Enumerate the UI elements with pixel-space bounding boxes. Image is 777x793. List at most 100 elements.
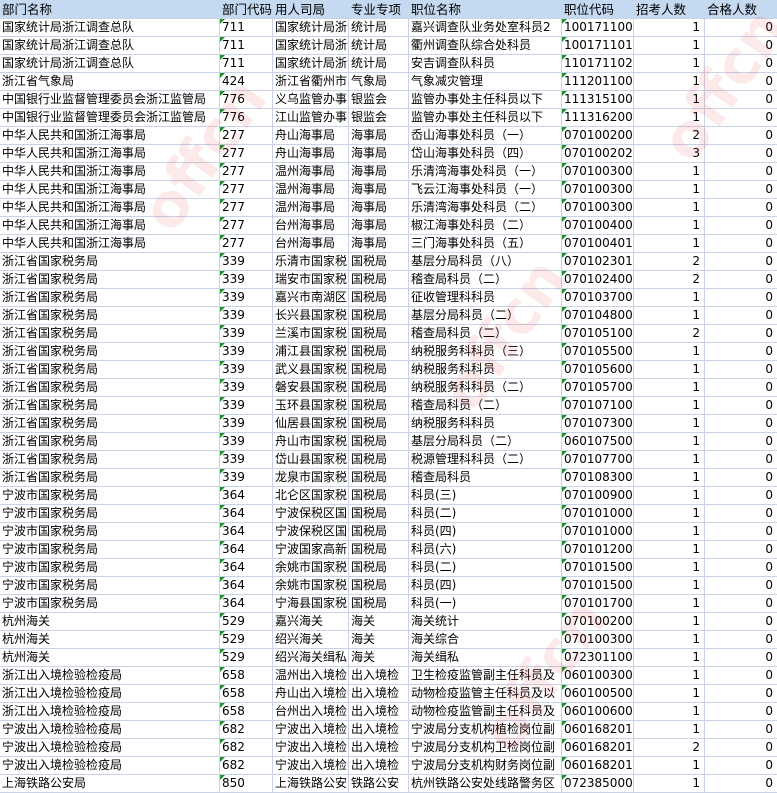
dept-name-cell[interactable]: 浙江省国家税务局 <box>0 253 220 270</box>
position-code-cell[interactable]: 0701071005 <box>562 397 634 414</box>
specialty-cell[interactable]: 国税局 <box>349 397 409 414</box>
position-code-cell[interactable]: 0601682014 <box>562 757 634 774</box>
specialty-cell[interactable]: 统计局 <box>349 55 409 72</box>
bureau-cell[interactable]: 瑞安市国家税 <box>275 271 349 288</box>
recruit-count-cell[interactable]: 1 <box>634 91 705 108</box>
bureau-cell[interactable]: 义乌监管办事 <box>275 91 349 108</box>
position-name-cell[interactable]: 征收管理科科员 <box>409 289 562 306</box>
qualified-count-cell[interactable]: 0 <box>765 542 773 556</box>
qualified-count-cell[interactable]: 0 <box>765 20 773 34</box>
recruit-count-cell[interactable]: 1 <box>634 343 705 360</box>
position-code-cell[interactable]: 0601075005 <box>562 433 634 450</box>
bureau-cell[interactable]: 温州海事局 <box>273 163 349 180</box>
dept-code-cell[interactable]: 424 <box>220 73 273 90</box>
dept-name-cell[interactable]: 浙江出入境检验检疫局 <box>0 685 220 702</box>
specialty-cell[interactable]: 国税局 <box>349 379 409 396</box>
bureau-cell[interactable]: 绍兴海关 <box>273 631 349 648</box>
position-code-cell[interactable]: 0701010004 <box>562 523 634 540</box>
position-code-cell[interactable]: 0701083003 <box>562 469 634 486</box>
recruit-count-cell[interactable]: 1 <box>634 703 705 720</box>
qualified-count-cell[interactable]: 0 <box>765 128 773 142</box>
qualified-count-cell[interactable]: 0 <box>765 164 773 178</box>
bureau-cell[interactable]: 磐安县国家税 <box>275 379 349 396</box>
bureau-cell[interactable]: 台州海事局 <box>273 217 349 234</box>
dept-code-cell[interactable]: 364 <box>220 577 273 594</box>
recruit-count-cell[interactable]: 1 <box>634 19 705 36</box>
position-code-cell[interactable]: 0701017001 <box>562 595 634 612</box>
position-code-cell[interactable]: 0701048004 <box>562 307 634 324</box>
dept-name-cell[interactable]: 浙江省国家税务局 <box>0 271 220 288</box>
dept-name-cell[interactable]: 宁波市国家税务局 <box>0 559 220 576</box>
specialty-cell[interactable]: 国税局 <box>349 307 409 324</box>
bureau-cell[interactable]: 宁波出入境检 <box>275 757 349 774</box>
position-code-cell[interactable]: 0723011001 <box>562 649 634 666</box>
dept-name-cell[interactable]: 中华人民共和国浙江海事局 <box>0 217 220 234</box>
dept-code-cell[interactable]: 529 <box>220 631 273 648</box>
position-name-cell[interactable]: 宁波局分支机构卫检岗位副 <box>409 739 562 756</box>
qualified-count-cell[interactable]: 0 <box>765 254 773 268</box>
position-code-cell[interactable]: 0701004004 <box>562 217 634 234</box>
position-code-cell[interactable]: 0701003001 <box>562 163 634 180</box>
recruit-count-cell[interactable]: 1 <box>634 379 705 396</box>
dept-name-cell[interactable]: 中华人民共和国浙江海事局 <box>0 145 220 162</box>
position-code-cell[interactable]: 0701037003 <box>562 289 634 306</box>
qualified-count-cell[interactable]: 0 <box>765 632 773 646</box>
specialty-cell[interactable]: 国税局 <box>349 559 409 576</box>
bureau-cell[interactable]: 舟山海事局 <box>273 145 349 162</box>
dept-name-cell[interactable]: 宁波出入境检验检疫局 <box>0 739 220 756</box>
bureau-cell[interactable]: 温州出入境检 <box>275 667 349 684</box>
bureau-cell[interactable]: 嘉兴市南湖区 <box>275 289 349 306</box>
position-code-cell[interactable]: 0701003002 <box>562 181 634 198</box>
specialty-cell[interactable]: 出入境检 <box>349 667 409 684</box>
dept-code-cell[interactable]: 339 <box>220 379 273 396</box>
bureau-cell[interactable]: 宁波出入境检 <box>275 721 349 738</box>
bureau-cell[interactable]: 台州出入境检 <box>275 703 349 720</box>
dept-name-cell[interactable]: 浙江省国家税务局 <box>0 361 220 378</box>
dept-code-cell[interactable]: 277 <box>220 163 273 180</box>
bureau-cell[interactable]: 温州海事局 <box>273 181 349 198</box>
position-name-cell[interactable]: 监管办事处主任科员以下 <box>409 109 562 126</box>
position-name-cell[interactable]: 科员(二) <box>409 505 562 522</box>
dept-code-cell[interactable]: 364 <box>220 487 273 504</box>
dept-code-cell[interactable]: 277 <box>220 217 273 234</box>
position-code-cell[interactable]: 0601682011 <box>562 721 634 738</box>
position-code-cell[interactable]: 0701056003 <box>562 361 634 378</box>
position-name-cell[interactable]: 稽查局科员（二） <box>409 397 562 414</box>
qualified-count-cell[interactable]: 0 <box>765 416 773 430</box>
position-name-cell[interactable]: 动物检疫监管主任科员及以 <box>409 685 562 702</box>
position-name-cell[interactable]: 嘉兴调查队业务处室科员2 <box>409 19 562 36</box>
dept-name-cell[interactable]: 中华人民共和国浙江海事局 <box>0 199 220 216</box>
bureau-cell[interactable]: 台州海事局 <box>273 235 349 252</box>
bureau-cell[interactable]: 宁波国家高新 <box>275 541 349 558</box>
position-name-cell[interactable]: 稽查局科员 <box>409 469 562 486</box>
position-code-cell[interactable]: 0701003003 <box>562 199 634 216</box>
position-name-cell[interactable]: 气象减灾管理 <box>409 73 562 90</box>
position-code-cell[interactable]: 0701003001 <box>562 631 634 648</box>
specialty-cell[interactable]: 出入境检 <box>349 739 409 756</box>
dept-code-cell[interactable]: 529 <box>220 649 273 666</box>
qualified-count-cell[interactable]: 0 <box>765 362 773 376</box>
position-name-cell[interactable]: 乐清湾海事处科员（二） <box>409 199 562 216</box>
dept-name-cell[interactable]: 浙江省国家税务局 <box>0 289 220 306</box>
recruit-count-cell[interactable]: 1 <box>634 199 705 216</box>
specialty-cell[interactable]: 银监会 <box>349 109 409 126</box>
position-name-cell[interactable]: 科员(二) <box>409 559 562 576</box>
specialty-cell[interactable]: 海关 <box>349 613 409 630</box>
dept-code-cell[interactable]: 277 <box>220 235 273 252</box>
dept-code-cell[interactable]: 711 <box>220 19 273 36</box>
dept-name-cell[interactable]: 中国银行业监督管理委员会浙江监管局 <box>0 109 220 126</box>
recruit-count-cell[interactable]: 2 <box>634 271 705 288</box>
dept-code-cell[interactable]: 364 <box>220 541 273 558</box>
position-name-cell[interactable]: 科员(一) <box>409 595 562 612</box>
dept-code-cell[interactable]: 682 <box>220 739 273 756</box>
dept-code-cell[interactable]: 339 <box>220 397 273 414</box>
position-name-cell[interactable]: 纳税服务科科员 <box>409 415 562 432</box>
bureau-cell[interactable]: 江山监管办事 <box>275 109 349 126</box>
position-code-cell[interactable]: 0723850005 <box>562 775 634 792</box>
header-cell[interactable]: 合格人数 <box>707 2 758 17</box>
dept-code-cell[interactable]: 776 <box>220 91 273 108</box>
recruit-count-cell[interactable]: 1 <box>634 613 705 630</box>
bureau-cell[interactable]: 舟山出入境检 <box>275 685 349 702</box>
position-name-cell[interactable]: 岙山海事处科员（一） <box>409 127 562 144</box>
recruit-count-cell[interactable]: 2 <box>634 253 705 270</box>
